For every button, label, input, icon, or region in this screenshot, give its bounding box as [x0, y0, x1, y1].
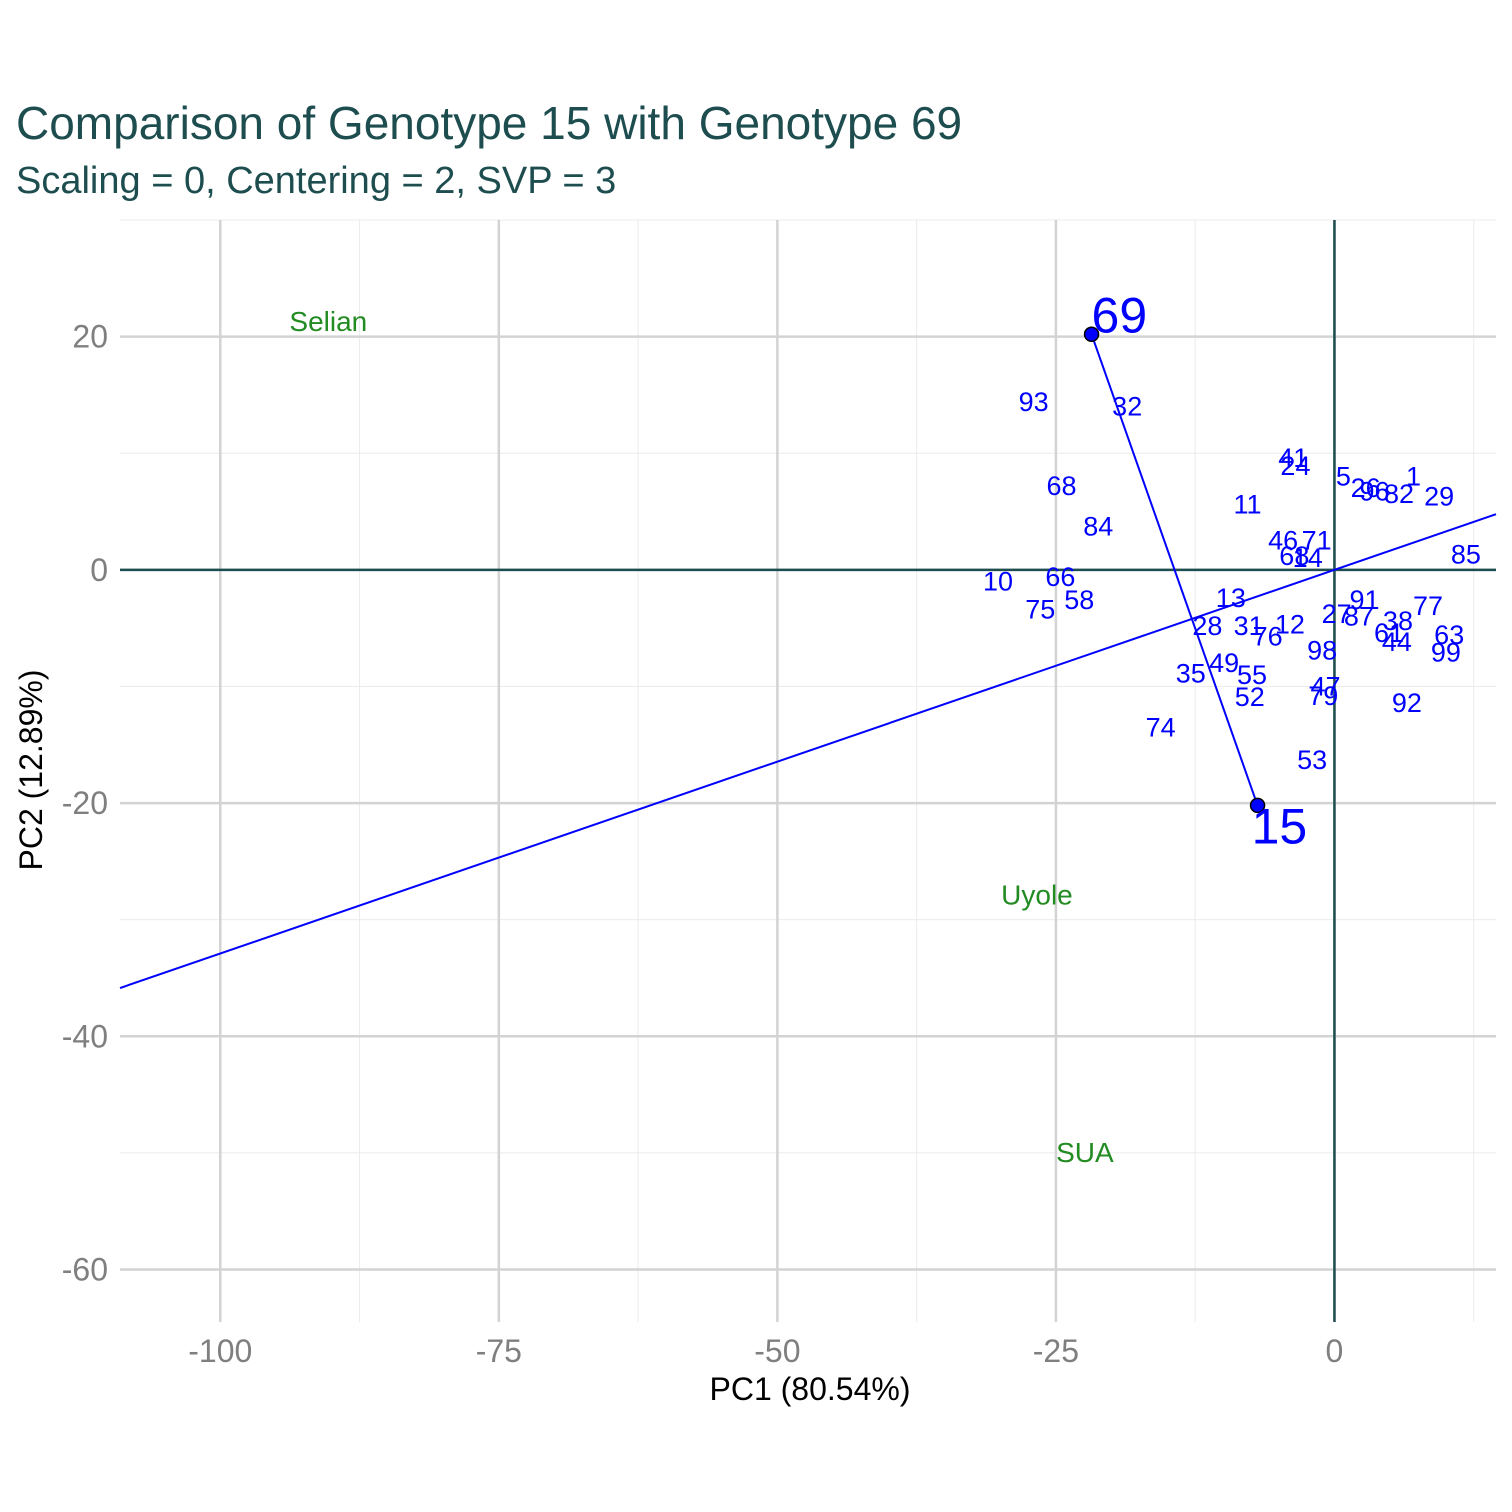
genotype-label: 82: [1384, 479, 1414, 509]
compared-genotype-points: 69 15: [1083, 287, 1308, 854]
genotype-label: 96: [1360, 477, 1390, 507]
genotype-label: 14: [1293, 543, 1323, 573]
genotype-label: 74: [1146, 712, 1176, 742]
y-tick-label: 20: [72, 319, 108, 355]
reference-axes: [120, 220, 1496, 1322]
genotype-label: 31: [1234, 611, 1264, 641]
x-tick-label: -100: [188, 1333, 252, 1369]
genotype-label: 99: [1431, 638, 1461, 668]
genotype-label: 85: [1451, 540, 1481, 570]
equality-line: [119, 513, 1497, 989]
genotype-label: 26: [1351, 473, 1381, 503]
genotype-label: 55: [1237, 660, 1267, 690]
genotype-label: 38: [1383, 606, 1413, 636]
genotype-label: 32: [1112, 392, 1142, 422]
compared-genotype-label: 69: [1092, 287, 1148, 343]
y-tick-label: -40: [62, 1018, 108, 1054]
genotype-label: 92: [1392, 688, 1422, 718]
genotype-label: 49: [1209, 648, 1239, 678]
y-axis-title: PC2 (12.89%): [13, 670, 49, 871]
x-tick-label: -50: [754, 1333, 800, 1369]
genotype-label: 52: [1235, 682, 1265, 712]
x-tick-label: -25: [1033, 1333, 1079, 1369]
comparison-lines: [119, 333, 1497, 989]
genotype-label: 11: [1234, 490, 1262, 520]
genotype-label: 58: [1064, 585, 1094, 615]
x-tick-label: -75: [476, 1333, 522, 1369]
x-tick-label: 0: [1326, 1333, 1344, 1369]
compared-genotype-label: 15: [1252, 798, 1308, 854]
environment-label: SUA: [1056, 1137, 1114, 1168]
compared-genotype-point: [1083, 326, 1100, 343]
genotype-label: 61: [1374, 618, 1404, 648]
genotype-label: 44: [1382, 627, 1412, 657]
genotype-label: 41: [1278, 443, 1308, 473]
genotype-label: 35: [1176, 659, 1206, 689]
environment-labels: Selian Uyole SUA: [289, 306, 1114, 1168]
genotype-label: 87: [1344, 601, 1374, 631]
genotype-label: 98: [1307, 635, 1337, 665]
genotype-label: 12: [1275, 610, 1305, 640]
x-axis-title: PC1 (80.54%): [710, 1371, 911, 1407]
chart-title: Comparison of Genotype 15 with Genotype …: [16, 97, 963, 149]
genotype-label: 24: [1280, 451, 1310, 481]
major-grid: [120, 220, 1496, 1322]
y-tick-label: -20: [62, 785, 108, 821]
genotype-label: 75: [1025, 594, 1055, 624]
genotype-connector-line: [1090, 333, 1259, 806]
genotype-label: 79: [1308, 681, 1338, 711]
compared-genotype-point: [1249, 797, 1266, 814]
genotype-label: 84: [1083, 512, 1113, 542]
genotype-label: 63: [1434, 620, 1464, 650]
genotype-label: 53: [1297, 745, 1327, 775]
genotype-label: 93: [1019, 387, 1049, 417]
chart-subtitle: Scaling = 0, Centering = 2, SVP = 3: [16, 160, 617, 202]
genotype-label: 68: [1279, 541, 1309, 571]
genotype-label: 10: [983, 567, 1013, 597]
tick-labels: -100 -75 -50 -25 0 -60 -40 -20 0 20: [62, 319, 1344, 1369]
genotype-label: 29: [1424, 481, 1454, 511]
minor-grid: [120, 219, 1496, 1322]
environment-label: Selian: [289, 306, 367, 337]
environment-label: Uyole: [1001, 880, 1073, 911]
genotype-label: 46: [1268, 526, 1298, 556]
genotype-label: 13: [1216, 583, 1246, 613]
genotype-label: 76: [1253, 621, 1283, 651]
genotype-label: 47: [1311, 671, 1341, 701]
genotype-label: 28: [1192, 611, 1222, 641]
genotype-label: 77: [1413, 591, 1443, 621]
genotype-label: 71: [1302, 526, 1332, 556]
genotype-label: 1: [1406, 462, 1421, 492]
genotype-label: 5: [1336, 462, 1351, 492]
y-tick-label: -60: [62, 1252, 108, 1288]
genotype-label: 68: [1046, 471, 1076, 501]
y-tick-label: 0: [90, 552, 108, 588]
genotype-label: 66: [1045, 562, 1075, 592]
genotype-label: 91: [1350, 585, 1380, 615]
genotype-label: 27: [1322, 599, 1352, 629]
